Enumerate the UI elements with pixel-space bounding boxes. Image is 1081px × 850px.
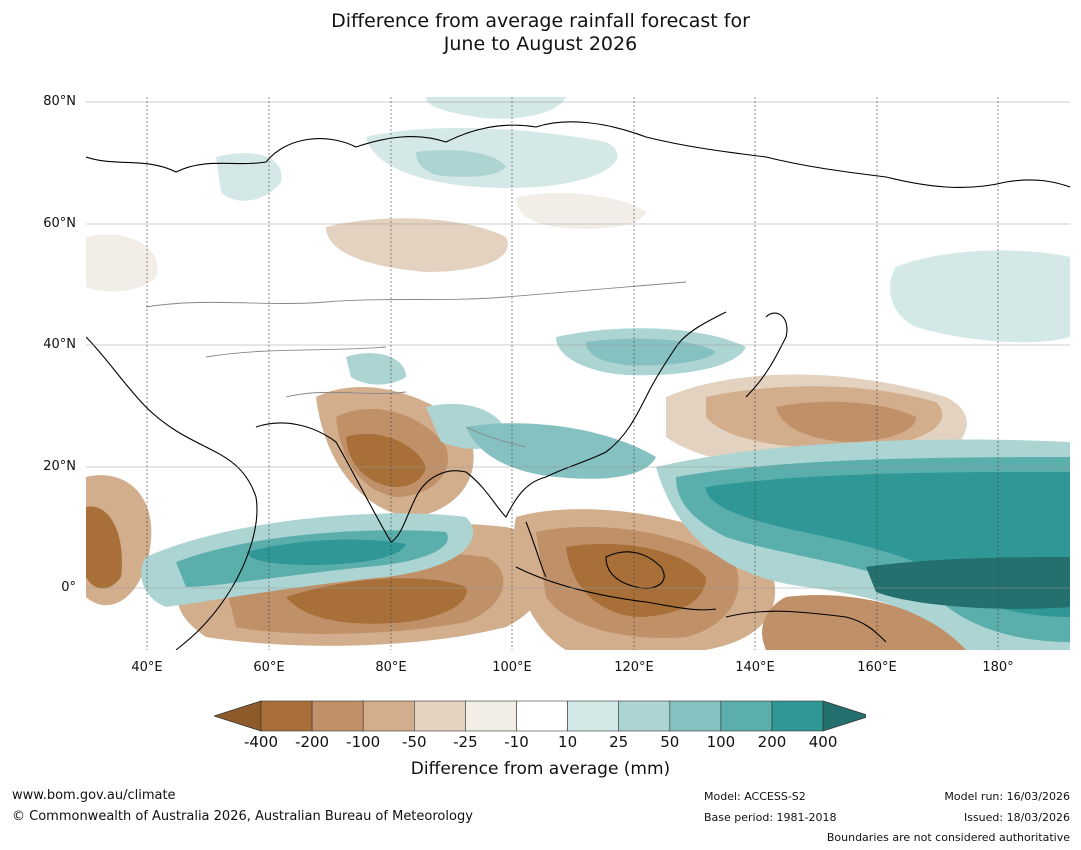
lat-label-20n: 20°N xyxy=(43,459,76,474)
lat-label-60n: 60°N xyxy=(43,216,76,231)
legend-tick-label: -25 xyxy=(453,733,478,751)
legend-arrow-under xyxy=(214,700,262,732)
legend-tick-label: 200 xyxy=(757,733,787,751)
graticule xyxy=(86,97,1070,650)
lon-label-80e: 80°E xyxy=(375,660,407,675)
legend-arrow-over xyxy=(822,700,866,732)
legend-tick-label: 400 xyxy=(808,733,838,751)
lon-label-180: 180° xyxy=(982,660,1014,675)
map-canvas xyxy=(86,97,1070,650)
lon-label-160e: 160°E xyxy=(857,660,897,675)
color-legend xyxy=(214,700,866,732)
model-run-text: Model run: 16/03/2026 xyxy=(944,790,1070,803)
legend-swatch xyxy=(414,700,466,732)
rainfall-map xyxy=(86,97,1070,650)
legend-tick-label: -10 xyxy=(504,733,529,751)
lat-label-80n: 80°N xyxy=(43,94,76,109)
legend-tick-label: -400 xyxy=(243,733,279,751)
lon-label-40e: 40°E xyxy=(131,660,163,675)
legend-tick-label: -200 xyxy=(295,733,330,751)
legend-swatch xyxy=(362,700,415,732)
legend-swatch xyxy=(567,700,620,732)
legend-tick-label: 50 xyxy=(660,733,680,751)
title-line-2: June to August 2026 xyxy=(443,33,638,55)
wetter-regions xyxy=(141,97,1070,650)
legend-title: Difference from average (mm) xyxy=(410,759,671,779)
legend-swatch xyxy=(720,700,773,732)
model-text: Model: ACCESS-S2 xyxy=(704,790,806,803)
lat-label-0: 0° xyxy=(61,580,76,595)
copyright-text: © Commonwealth of Australia 2026, Austra… xyxy=(12,809,473,824)
lon-label-100e: 100°E xyxy=(492,660,532,675)
lat-label-40n: 40°N xyxy=(43,337,76,352)
base-period-text: Base period: 1981-2018 xyxy=(704,811,837,824)
legend-swatch xyxy=(311,700,364,732)
website-text: www.bom.gov.au/climate xyxy=(12,788,176,803)
legend-tick-label: 10 xyxy=(558,733,578,751)
legend-swatch xyxy=(618,700,671,732)
lon-label-140e: 140°E xyxy=(735,660,775,675)
legend-swatch xyxy=(771,700,824,732)
drier-regions xyxy=(86,192,1070,650)
legend-swatch xyxy=(516,700,568,732)
lon-label-120e: 120°E xyxy=(614,660,654,675)
legend-tick-label: 100 xyxy=(706,733,736,751)
country-boundaries xyxy=(145,281,687,448)
legend-swatch xyxy=(465,700,517,732)
chart-title: Difference from average rainfall forecas… xyxy=(0,10,1081,56)
legend-swatch xyxy=(669,700,722,732)
boundaries-text: Boundaries are not considered authoritat… xyxy=(826,831,1070,844)
legend-tick-label: 25 xyxy=(609,733,629,751)
legend-tick-label: -100 xyxy=(346,733,381,751)
title-line-1: Difference from average rainfall forecas… xyxy=(331,10,750,32)
issued-text: Issued: 18/03/2026 xyxy=(963,811,1070,824)
legend-tick-label: -50 xyxy=(402,733,427,751)
lon-label-60e: 60°E xyxy=(253,660,285,675)
legend-swatch xyxy=(260,700,313,732)
